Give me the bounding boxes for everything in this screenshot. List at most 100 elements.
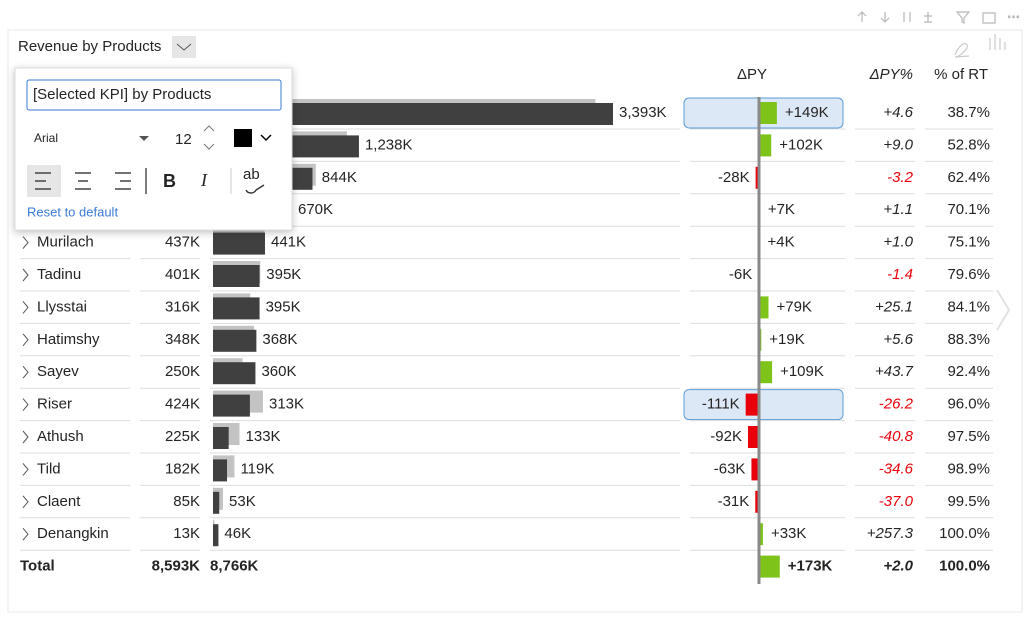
- ac-bar: [213, 329, 257, 352]
- delta-value: +19K: [769, 331, 804, 348]
- ac-value: 670K: [298, 201, 333, 218]
- delta-value: +173K: [788, 558, 833, 575]
- reset-link[interactable]: Reset to default: [27, 204, 118, 219]
- spell-button[interactable]: ab: [243, 166, 260, 183]
- ac-value: 46K: [224, 525, 251, 542]
- delta-value: +7K: [768, 201, 795, 218]
- delta-value: +79K: [776, 298, 811, 315]
- delta-pct: -1.4: [887, 266, 913, 283]
- delta-bar: [759, 296, 769, 319]
- ac-value: 313K: [269, 396, 304, 413]
- header-icons[interactable]: ···: [857, 8, 1021, 58]
- delta-pct: -37.0: [879, 493, 914, 510]
- align-icons[interactable]: [35, 168, 147, 194]
- delta-pct: +257.3: [867, 525, 914, 542]
- row-name: Llysstai: [37, 298, 87, 315]
- delta-value: -31K: [718, 493, 750, 510]
- spell-icon: [245, 184, 265, 194]
- rt-value: 99.5%: [947, 493, 990, 510]
- format-popup: [Selected KPI] by Products Arial 12 B I …: [14, 67, 293, 231]
- delta-pct: +1.0: [883, 234, 913, 251]
- rt-value: 62.4%: [947, 169, 990, 186]
- ac-value: 3,393K: [619, 104, 667, 121]
- font-name: Arial: [34, 131, 58, 145]
- row-name: Riser: [37, 396, 72, 413]
- delta-pct: -26.2: [879, 396, 914, 413]
- col-header: ΔPY%: [869, 66, 913, 83]
- py-value: 316K: [165, 298, 200, 315]
- expand-chevron: [22, 301, 29, 314]
- title-chevron-bg[interactable]: [172, 36, 196, 58]
- delta-value: +33K: [771, 525, 806, 542]
- highlight: [683, 389, 844, 421]
- ac-bar: [213, 232, 265, 255]
- py-value: 401K: [165, 266, 200, 283]
- delta-value: +149K: [785, 104, 829, 121]
- row-name: Hatimshy: [37, 331, 100, 348]
- delta-pct: +9.0: [883, 136, 913, 153]
- size-spinner[interactable]: [203, 125, 215, 150]
- delta-pct: +2.0: [883, 558, 913, 575]
- ac-value: 395K: [266, 298, 301, 315]
- delta-bar: [751, 458, 759, 481]
- expand-chevron: [22, 430, 29, 444]
- rt-value: 38.7%: [947, 104, 990, 121]
- delta-value: -28K: [718, 169, 750, 186]
- py-value: 8,593K: [152, 558, 201, 575]
- py-value: 85K: [173, 493, 200, 510]
- col-header: % of RT: [934, 66, 988, 83]
- py-value: 182K: [165, 460, 200, 477]
- rt-value: 98.9%: [947, 460, 990, 477]
- italic-button[interactable]: I: [200, 170, 208, 190]
- font-select[interactable]: [27, 124, 161, 152]
- title-input[interactable]: [26, 79, 282, 111]
- ac-bar: [213, 297, 260, 320]
- scroll-arrow[interactable]: [996, 289, 1011, 331]
- ac-bar: [213, 491, 220, 514]
- ac-value: 119K: [240, 460, 274, 477]
- expand-chevron: [22, 463, 29, 476]
- delta-pct: +5.6: [883, 331, 913, 348]
- py-value: 250K: [165, 363, 200, 380]
- rt-value: 84.1%: [947, 298, 990, 315]
- font-size[interactable]: 12: [175, 131, 192, 148]
- row-name: Tild: [37, 460, 61, 477]
- delta-bar: [755, 490, 759, 513]
- color-swatch[interactable]: [234, 129, 252, 147]
- delta-bar: [759, 361, 773, 384]
- ac-value: 441K: [271, 234, 306, 251]
- rt-value: 79.6%: [947, 266, 990, 283]
- expand-chevron: [22, 333, 29, 347]
- ac-value: 844K: [322, 169, 357, 186]
- ac-bar: [213, 394, 250, 417]
- color-arrow[interactable]: [260, 134, 272, 142]
- title-input-text: [Selected KPI] by Products: [33, 86, 211, 103]
- rt-value: 96.0%: [947, 396, 990, 413]
- table: 3,393K +149K +4.6 38.7% 1,238K +102K +9.0 52.8%…: [20, 97, 993, 584]
- delta-value: -92K: [710, 428, 742, 445]
- rt-value: 100.0%: [939, 558, 990, 575]
- delta-value: +102K: [779, 136, 823, 153]
- ac-bar: [213, 362, 256, 385]
- delta-value: -63K: [714, 460, 746, 477]
- delta-pct: -3.2: [887, 169, 914, 186]
- bold-button[interactable]: B: [163, 171, 176, 191]
- delta-pct: +43.7: [875, 363, 914, 380]
- ac-value: 133K: [246, 428, 281, 445]
- delta-pct: +1.1: [883, 201, 913, 218]
- rt-value: 97.5%: [947, 428, 990, 445]
- delta-value: -111K: [702, 396, 740, 413]
- visual-title[interactable]: Revenue by Products: [18, 38, 161, 55]
- row-name: Denangkin: [37, 525, 109, 542]
- delta-value: +109K: [780, 363, 824, 380]
- ac-bar: [213, 103, 613, 125]
- ac-value: 368K: [262, 331, 297, 348]
- py-value: 13K: [173, 525, 200, 542]
- row-name: Tadinu: [37, 266, 81, 283]
- delta-value: +4K: [767, 234, 794, 251]
- delta-bar: [755, 166, 759, 189]
- row-name: Murilach: [37, 234, 94, 251]
- dropdown-arrow: [139, 136, 149, 141]
- delta-pct: -40.8: [879, 428, 914, 445]
